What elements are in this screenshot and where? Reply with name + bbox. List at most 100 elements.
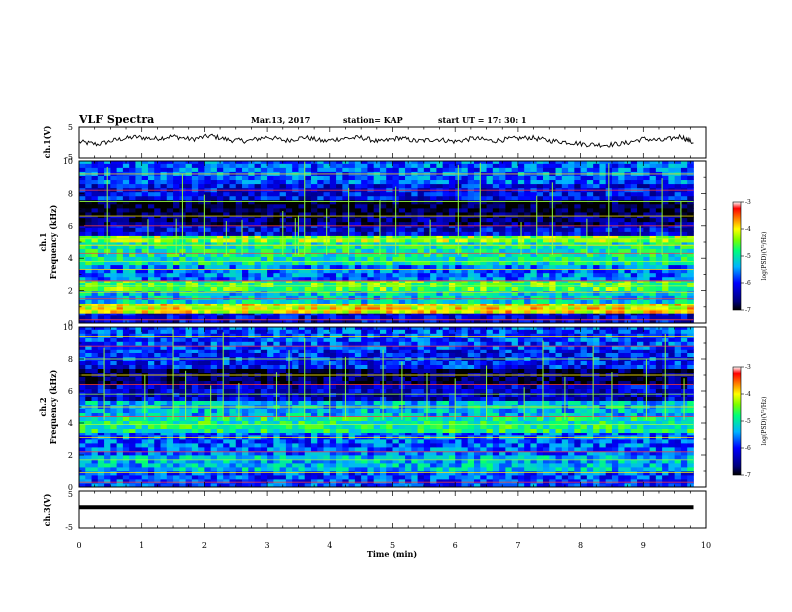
spectrogram-cell xyxy=(662,290,669,292)
spectrogram-cell xyxy=(411,280,418,283)
spectrogram-cell xyxy=(536,179,544,185)
spectrogram-cell xyxy=(649,295,657,300)
spectrogram-cell xyxy=(279,479,287,484)
spectrogram-cell xyxy=(354,225,362,228)
ch1-spectrogram-xticks xyxy=(78,161,707,323)
spectrogram-cell xyxy=(618,163,625,168)
spectrogram-cell xyxy=(524,479,531,484)
spectrogram-cell xyxy=(97,227,105,232)
spectrogram-cell xyxy=(160,280,168,283)
spectrogram-cell xyxy=(116,248,124,253)
spectrogram-cell xyxy=(586,290,594,292)
spectrogram-cell xyxy=(285,217,293,223)
spectrogram-cell xyxy=(216,227,224,232)
spectrogram-cell xyxy=(599,237,607,243)
spectrogram-cell xyxy=(354,475,362,480)
spectrogram-cell xyxy=(386,203,393,209)
spectrogram-cell xyxy=(662,314,669,320)
spectrogram-cell xyxy=(298,272,306,278)
spectrogram-cell xyxy=(423,191,431,197)
spectrogram-cell xyxy=(486,475,494,480)
spectrogram-cell xyxy=(229,291,237,296)
spectrogram-cell xyxy=(674,313,682,316)
spectrogram-cell xyxy=(185,264,193,270)
spectrogram-cell xyxy=(110,280,118,283)
spectrogram-cell xyxy=(198,280,205,283)
spectrogram-cell xyxy=(361,199,368,205)
spectrogram-cell xyxy=(386,305,393,310)
spectrogram-cell xyxy=(555,272,563,278)
spectrogram-cell xyxy=(141,479,149,484)
spectrogram-cell xyxy=(310,299,318,304)
spectrogram-cell xyxy=(91,163,99,168)
spectrogram-cell xyxy=(611,167,619,172)
spectrogram-cell xyxy=(674,231,682,236)
spectrogram-cell xyxy=(430,242,437,245)
spectrogram-cell xyxy=(160,318,168,323)
spectrogram-cell xyxy=(279,260,287,266)
spectrogram-cell xyxy=(85,199,92,205)
spectrogram-cell xyxy=(492,276,500,282)
spectrogram-cell xyxy=(229,203,237,209)
spectrogram-cell xyxy=(279,299,287,304)
spectrogram-cell xyxy=(248,252,255,257)
spectrogram-cell xyxy=(517,282,525,287)
spectrogram-cell xyxy=(662,225,669,228)
spectrogram-cell xyxy=(367,244,375,249)
spectrogram-cell xyxy=(649,299,657,304)
spectrogram-cell xyxy=(492,479,500,484)
spectrogram-cell xyxy=(467,191,475,197)
spectrogram-cell xyxy=(492,244,500,249)
spectrogram-cell xyxy=(643,183,650,189)
spectrogram-cell xyxy=(198,195,205,201)
spectrogram-cell xyxy=(248,231,255,236)
spectrogram-cell xyxy=(448,227,456,232)
spectrogram-cell xyxy=(423,475,431,480)
spectrogram-cell xyxy=(185,252,193,257)
spectrogram-cell xyxy=(79,167,86,172)
spectrogram-cell xyxy=(680,282,688,287)
spectrogram-cell xyxy=(674,237,682,243)
spectrogram-cell xyxy=(386,212,393,217)
spectrogram-cell xyxy=(141,195,149,201)
spectrogram-cell xyxy=(630,179,638,185)
spectrogram-cell xyxy=(129,191,136,197)
spectrogram-cell xyxy=(267,216,274,219)
spectrogram-cell xyxy=(580,191,588,197)
spectrogram-cell xyxy=(662,276,669,282)
spectrogram-cell xyxy=(561,217,569,223)
spectrogram-cell xyxy=(191,216,199,219)
spectrogram-cell xyxy=(430,291,437,296)
spectrogram-cell xyxy=(423,207,431,213)
spectrogram-cell xyxy=(605,268,613,274)
spectrogram-cell xyxy=(304,264,312,270)
spectrogram-cell xyxy=(216,280,224,283)
spectrogram-cell xyxy=(336,179,343,185)
spectrogram-cell xyxy=(486,299,494,304)
spectrogram-cell xyxy=(517,483,525,487)
spectrogram-cell xyxy=(611,260,619,266)
spectrogram-cell xyxy=(486,207,494,213)
spectrogram-cell xyxy=(568,260,575,266)
spectrogram-cell xyxy=(687,235,694,239)
spectrogram-cell xyxy=(248,479,255,484)
spectrogram-cell xyxy=(279,207,287,213)
spectrogram-cell xyxy=(630,305,638,310)
spectrogram-cell xyxy=(373,221,381,227)
spectrogram-cell xyxy=(555,303,563,306)
spectrogram-cell xyxy=(267,260,274,266)
spectrogram-cell xyxy=(204,248,212,253)
spectrogram-cell xyxy=(110,161,118,164)
spectrogram-cell xyxy=(147,199,155,205)
spectrogram-cell xyxy=(198,290,205,292)
spectrogram-cell xyxy=(135,252,143,257)
spectrogram-cell xyxy=(79,471,86,476)
spectrogram-cell xyxy=(223,313,230,316)
spectrogram-cell xyxy=(467,256,475,262)
spectrogram-cell xyxy=(210,260,218,266)
spectrogram-cell xyxy=(79,313,86,316)
spectrogram-cell xyxy=(141,231,149,236)
spectrogram-cell xyxy=(662,313,669,316)
spectrogram-cell xyxy=(687,248,694,253)
spectrogram-cell xyxy=(354,161,362,164)
